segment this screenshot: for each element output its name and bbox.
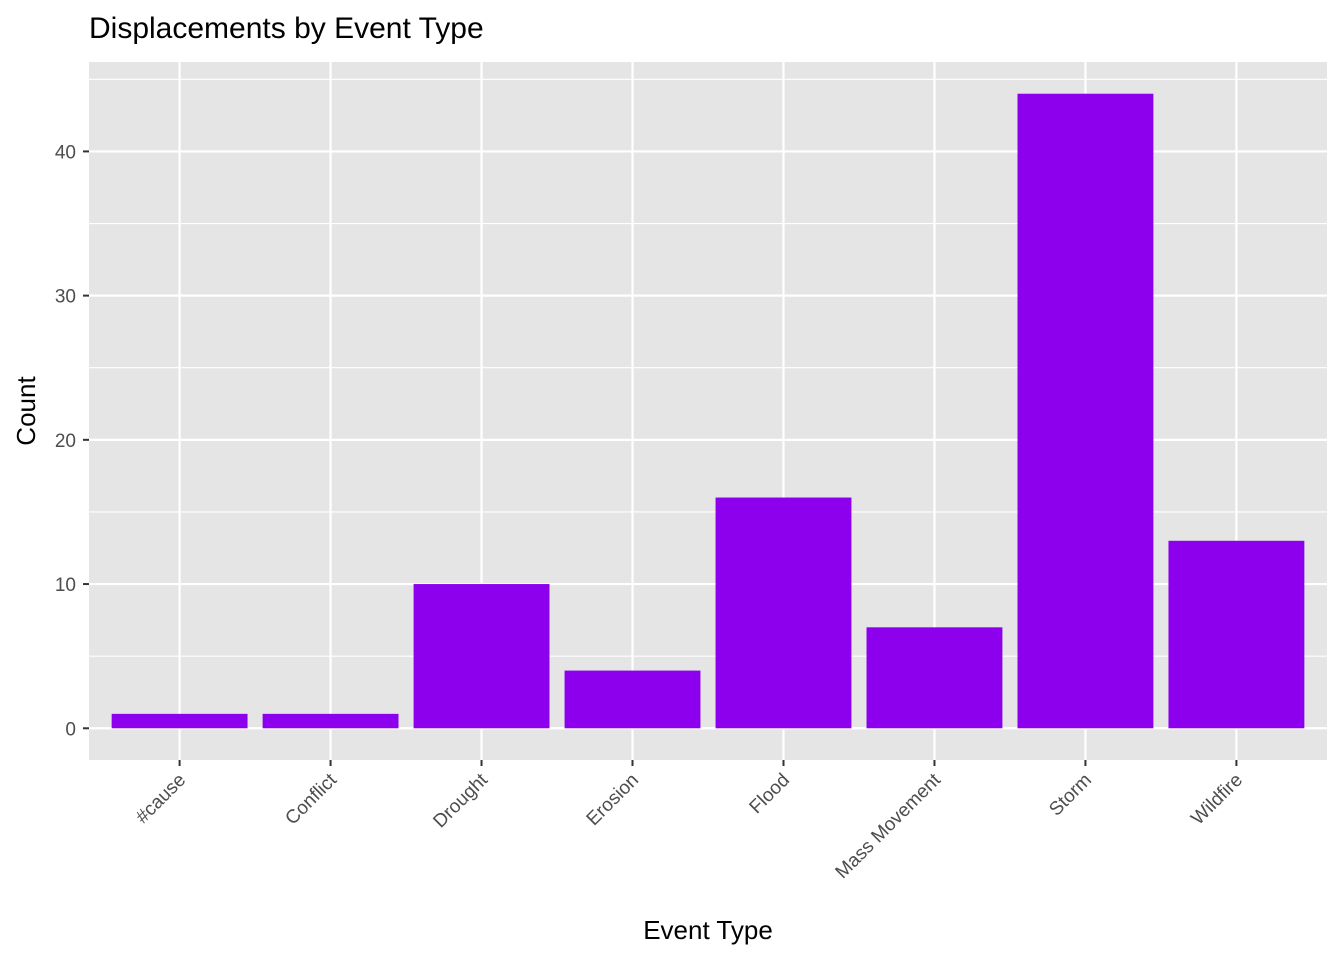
y-axis-title: Count: [11, 376, 41, 446]
x-tick-label: Erosion: [583, 770, 643, 830]
x-axis: #cause Conflict Drought Erosion Flood Mass Mo…: [132, 760, 1247, 883]
bars: [111, 93, 1305, 729]
y-tick-label: 10: [55, 575, 76, 596]
x-tick-label: Wildfire: [1187, 770, 1247, 830]
bar-cause: [111, 713, 248, 729]
bar-mass-movement: [866, 627, 1003, 729]
y-tick-label: 30: [55, 287, 76, 308]
x-tick-label: Drought: [429, 769, 492, 832]
x-tick-label: Mass Movement: [832, 769, 946, 883]
y-tick-label: 0: [65, 719, 76, 740]
bar-drought: [413, 584, 550, 729]
y-tick-label: 40: [55, 142, 76, 163]
x-tick-label: Conflict: [281, 769, 341, 829]
chart-title: Displacements by Event Type: [89, 12, 484, 45]
y-axis: 0 10 20 30 40: [55, 142, 89, 740]
bar-conflict: [262, 713, 399, 729]
bar-storm: [1017, 93, 1154, 729]
bar-wildfire: [1168, 540, 1305, 729]
x-tick-label: Flood: [746, 770, 794, 818]
y-tick-label: 20: [55, 431, 76, 452]
x-tick-label: #cause: [132, 770, 190, 828]
bar-flood: [715, 497, 852, 729]
x-tick-label: Storm: [1045, 770, 1096, 821]
x-axis-title: Event Type: [643, 915, 773, 945]
bar-erosion: [564, 670, 701, 729]
